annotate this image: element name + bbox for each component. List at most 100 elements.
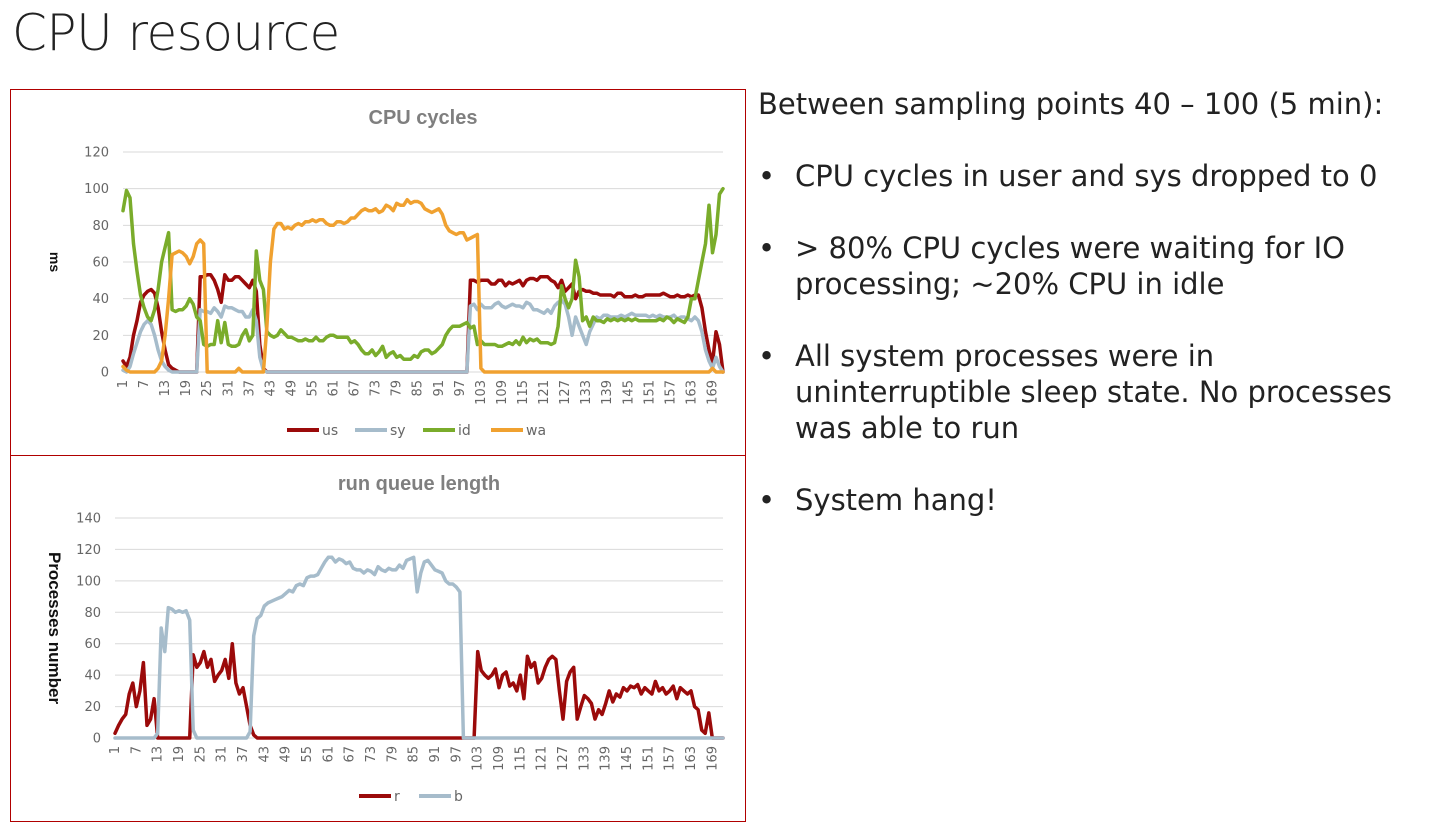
legend-item-id: id	[423, 423, 471, 439]
legend-item-wa: wa	[491, 423, 546, 439]
x-tick-label: 55	[305, 380, 320, 397]
bullet-item: > 80% CPU cycles were waiting for IO pro…	[758, 230, 1423, 302]
y-tick-label: 80	[92, 219, 109, 234]
x-tick-label: 49	[279, 746, 294, 763]
x-tick-label: 163	[684, 380, 699, 405]
x-tick-label: 13	[151, 746, 166, 763]
x-tick-label: 103	[474, 380, 489, 405]
x-tick-label: 139	[600, 380, 615, 405]
legend-label: id	[458, 423, 471, 439]
x-tick-label: 85	[407, 746, 422, 763]
y-tick-label: 100	[76, 574, 101, 589]
x-tick-label: 43	[263, 380, 278, 397]
legend-label: wa	[526, 423, 546, 439]
x-tick-label: 43	[257, 746, 272, 763]
legend-item-us: us	[287, 423, 338, 439]
x-tick-label: 169	[705, 746, 720, 771]
x-tick-label: 61	[321, 746, 336, 763]
x-tick-label: 97	[453, 380, 468, 397]
cpu-cycles-chart-svg: CPU cycles 0 20 40 60 80 100 120 1 7 13 19 25 31 37 43 4…	[47, 107, 725, 439]
x-tick-label: 109	[492, 746, 507, 771]
x-tick-label: 55	[300, 746, 315, 763]
x-tick-label: 139	[599, 746, 614, 771]
y-tick-label: 40	[92, 292, 109, 307]
y-tick-label: 20	[92, 329, 109, 344]
x-tick-label: 37	[236, 746, 251, 763]
x-tick-label: 1	[116, 380, 131, 388]
legend-label: us	[322, 423, 338, 439]
x-tick-label: 145	[620, 746, 635, 771]
y-axis-label: Processes number	[45, 552, 64, 705]
run-queue-length-chart: run queue length 0 20 40 60 80 100 120 140 1 7 13 19…	[10, 455, 746, 822]
series-line-us	[121, 273, 725, 374]
y-tick-label: 120	[76, 543, 101, 558]
y-tick-label: 20	[84, 700, 101, 715]
x-tick-label: 67	[348, 380, 363, 397]
x-tick-label: 73	[364, 746, 379, 763]
x-tick-label: 19	[179, 380, 194, 397]
cpu-cycles-chart: CPU cycles 0 20 40 60 80 100 120 1 7 13 19 25 31 37 43 4…	[10, 89, 746, 456]
y-tick-label: 60	[84, 637, 101, 652]
y-tick-label: 40	[84, 669, 101, 684]
run-queue-length-chart-svg: run queue length 0 20 40 60 80 100 120 140 1 7 13 19…	[45, 473, 725, 805]
series-line-r	[113, 641, 725, 740]
x-tick-label: 37	[242, 380, 257, 397]
legend-label: b	[454, 789, 463, 805]
x-tick-label: 7	[137, 380, 152, 388]
series-line-sy	[121, 298, 725, 374]
x-tick-label: 109	[495, 380, 510, 405]
y-tick-label: 140	[76, 512, 101, 527]
x-tick-label: 13	[158, 380, 173, 397]
x-tick-label: 151	[641, 746, 656, 771]
x-tick-label: 91	[432, 380, 447, 397]
legend-label: sy	[390, 423, 406, 439]
bullet-item: CPU cycles in user and sys dropped to 0	[758, 158, 1423, 194]
x-tick-label: 49	[284, 380, 299, 397]
x-tick-label: 1	[108, 746, 123, 754]
x-tick-label: 7	[129, 746, 144, 754]
x-tick-label: 127	[556, 746, 571, 771]
x-tick-label: 121	[535, 746, 550, 771]
y-tick-label: 120	[84, 146, 109, 161]
legend-item-b: b	[419, 789, 463, 805]
series-line-wa	[121, 197, 725, 374]
x-tick-label: 25	[200, 380, 215, 397]
x-tick-label: 115	[516, 380, 531, 405]
bullet-list: CPU cycles in user and sys dropped to 0 …	[758, 158, 1423, 518]
chart-title: run queue length	[338, 473, 500, 495]
x-tick-label: 61	[327, 380, 342, 397]
legend-label: r	[394, 789, 400, 805]
y-tick-label: 80	[84, 606, 101, 621]
y-tick-label: 60	[92, 256, 109, 271]
x-tick-label: 97	[449, 746, 464, 763]
x-tick-label: 133	[577, 746, 592, 771]
x-tick-label: 67	[343, 746, 358, 763]
y-tick-label: 0	[101, 366, 109, 381]
x-tick-label: 115	[513, 746, 528, 771]
x-tick-label: 79	[385, 746, 400, 763]
x-tick-label: 145	[621, 380, 636, 405]
x-tick-label: 25	[193, 746, 208, 763]
x-tick-label: 121	[537, 380, 552, 405]
x-tick-label: 19	[172, 746, 187, 763]
x-tick-label: 157	[663, 746, 678, 771]
slide-title: CPU resource	[12, 4, 340, 62]
series-line-id	[121, 186, 725, 361]
y-axis-label: ms	[47, 252, 63, 272]
x-tick-label: 31	[221, 380, 236, 397]
series-line-b	[113, 555, 725, 740]
chart-title: CPU cycles	[369, 107, 478, 129]
intro-text: Between sampling points 40 – 100 (5 min)…	[758, 87, 1384, 121]
bullet-item: System hang!	[758, 482, 1423, 518]
bullet-item: All system processes were in uninterrupt…	[758, 338, 1423, 446]
x-tick-label: 163	[684, 746, 699, 771]
x-tick-label: 169	[705, 380, 720, 405]
x-tick-label: 91	[428, 746, 443, 763]
legend-item-sy: sy	[355, 423, 406, 439]
x-tick-label: 151	[642, 380, 657, 405]
text-panel: Between sampling points 40 – 100 (5 min)…	[758, 86, 1423, 554]
x-tick-label: 157	[663, 380, 678, 405]
legend-item-r: r	[359, 789, 400, 805]
x-tick-label: 127	[558, 380, 573, 405]
x-tick-label: 133	[579, 380, 594, 405]
